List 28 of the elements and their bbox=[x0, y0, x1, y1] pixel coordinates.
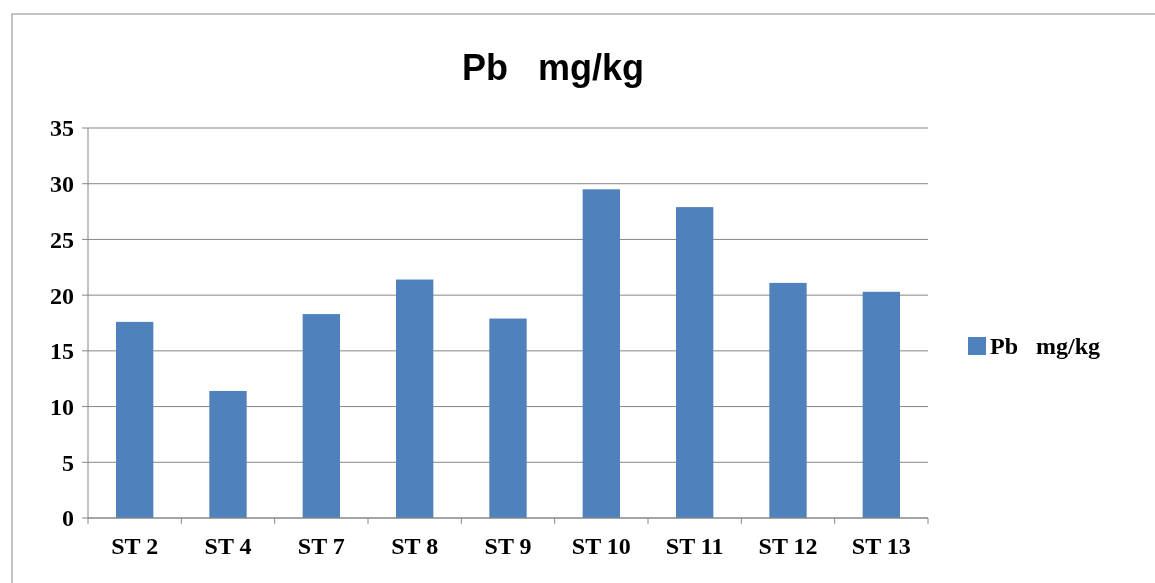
x-tick-label: ST 7 bbox=[297, 533, 345, 559]
x-tick-label: ST 8 bbox=[391, 533, 439, 559]
bar bbox=[116, 321, 154, 518]
y-tick-label: 35 bbox=[50, 115, 74, 142]
x-tick-label: ST 13 bbox=[851, 533, 911, 559]
bar bbox=[396, 279, 434, 518]
y-tick-label: 0 bbox=[62, 505, 74, 532]
bar bbox=[676, 207, 714, 518]
y-tick-label: 25 bbox=[50, 226, 74, 253]
bar bbox=[582, 189, 620, 518]
x-tick-label: ST 12 bbox=[758, 533, 818, 559]
y-tick-label: 10 bbox=[50, 393, 74, 420]
y-tick-label: 5 bbox=[62, 449, 74, 476]
bar bbox=[862, 291, 900, 518]
y-tick-label: 15 bbox=[50, 338, 74, 365]
y-tick-label: 20 bbox=[50, 282, 74, 309]
bar bbox=[209, 390, 247, 518]
chart-title: Pb mg/kg bbox=[461, 47, 645, 88]
x-tick-label: ST 11 bbox=[665, 533, 724, 559]
x-tick-label: ST 4 bbox=[204, 533, 252, 559]
y-tick-label: 30 bbox=[50, 171, 74, 198]
bar bbox=[302, 314, 340, 518]
x-tick-label: ST 9 bbox=[484, 533, 532, 559]
legend-label: Pb mg/kg bbox=[990, 333, 1101, 359]
bar bbox=[769, 282, 807, 518]
x-tick-label: ST 2 bbox=[111, 533, 159, 559]
x-tick-label: ST 10 bbox=[571, 533, 631, 559]
bar bbox=[489, 318, 527, 518]
